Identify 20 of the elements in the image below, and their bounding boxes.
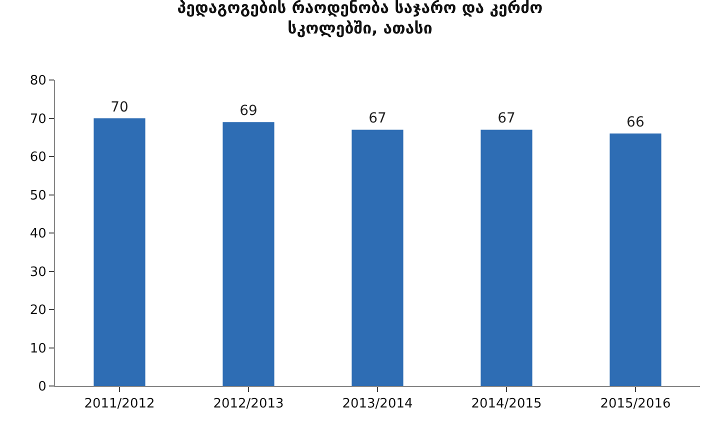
y-tick-label: 60 bbox=[30, 150, 46, 166]
data-label: 70 bbox=[110, 99, 128, 116]
x-tick-label: 2015/2016 bbox=[600, 396, 671, 412]
data-label: 67 bbox=[498, 110, 516, 127]
x-tick-label: 2011/2012 bbox=[84, 396, 155, 412]
y-tick-label: 20 bbox=[30, 303, 46, 318]
y-tick-label: 0 bbox=[38, 380, 46, 395]
y-tick-label: 10 bbox=[30, 341, 46, 356]
y-tick-label: 80 bbox=[30, 74, 46, 89]
data-label: 69 bbox=[240, 103, 258, 120]
y-tick-label: 70 bbox=[30, 112, 46, 127]
y-tick-label: 30 bbox=[30, 264, 46, 280]
data-label: 66 bbox=[626, 114, 644, 131]
x-tick-label: 2012/2013 bbox=[213, 396, 284, 412]
y-tick-label: 50 bbox=[30, 188, 46, 204]
x-tick-label: 2014/2015 bbox=[471, 396, 542, 412]
chart-title: პედაგოგების რაოდენობა საჯარო და კერძო სკოლებში, ათასი bbox=[177, 0, 543, 38]
y-tick-label: 40 bbox=[30, 226, 46, 242]
x-tick-label: 2013/2014 bbox=[342, 396, 413, 412]
data-label: 67 bbox=[368, 110, 386, 127]
